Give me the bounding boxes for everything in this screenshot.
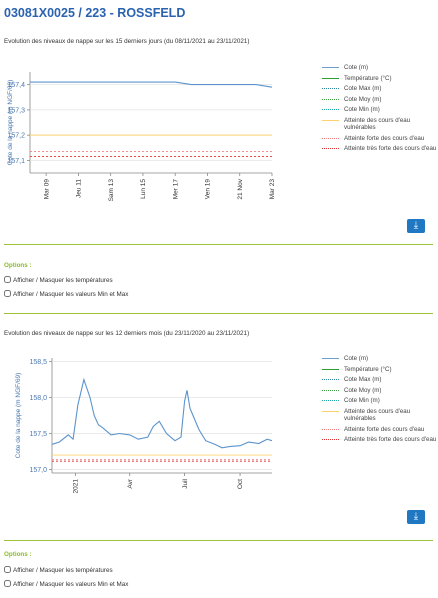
legend-label: Atteinte très forte des cours d'eau <box>344 145 437 153</box>
option-temperatures-1[interactable]: Afficher / Masquer les températures <box>4 276 113 284</box>
legend-label: Température (°C) <box>344 74 392 82</box>
series-line-cote <box>51 377 273 449</box>
y-tick-label: 158,5 <box>29 359 47 366</box>
legend-item[interactable]: Température (°C) <box>322 366 438 373</box>
y-axis-label: Cote de la nappe (m NGF/69) <box>15 373 22 459</box>
x-tick-label: Juil <box>182 478 189 488</box>
legend-swatch <box>322 368 339 370</box>
legend-swatch <box>322 148 339 150</box>
download-icon: ⤓ <box>413 220 419 231</box>
divider-3 <box>4 540 433 541</box>
chart-2-legend: Cote (m) Température (°C) Cote Max (m) Cote… <box>322 355 438 447</box>
legend-label: Cote Max (m) <box>344 376 382 384</box>
legend-label: Cote Min (m) <box>344 397 380 405</box>
legend-item[interactable]: Cote Min (m) <box>322 397 438 404</box>
y-tick-label: 157,0 <box>29 467 47 474</box>
y-tick-label: 157,3 <box>7 107 25 114</box>
legend-item[interactable]: Cote Moy (m) <box>322 96 438 103</box>
y-axis-label: Cote de la nappe (m NGF/69) <box>7 80 14 166</box>
options-title-1: Options : <box>4 262 32 269</box>
x-tick-label: 2021 <box>73 479 80 494</box>
legend-swatch <box>322 109 339 111</box>
legend-swatch <box>322 119 339 121</box>
download-icon: ⤓ <box>413 511 419 522</box>
chart-1-plot: 157,4 157,3 157,2 157,1 Mar 09 Jeu 11 Sam 13 Lu… <box>7 72 276 202</box>
legend-swatch <box>322 88 339 90</box>
x-tick-label: Mar 09 <box>43 179 50 200</box>
legend-label: Cote (m) <box>344 64 369 71</box>
legend-swatch <box>322 137 339 139</box>
legend-swatch <box>322 77 339 79</box>
legend-swatch <box>322 389 339 391</box>
chart-2-download-button[interactable]: ⤓ <box>407 510 425 524</box>
chart-1-title: Evolution des niveaux de nappe sur les 1… <box>4 38 250 45</box>
y-tick-label: 157,1 <box>7 158 25 165</box>
y-tick-label: 157,4 <box>7 82 25 89</box>
legend-item[interactable]: Cote Max (m) <box>322 85 438 92</box>
legend-label: Cote Min (m) <box>344 106 380 114</box>
x-tick-label: Mar 23 <box>269 179 276 200</box>
legend-label: Atteinte très forte des cours d'eau <box>344 436 437 444</box>
legend-item[interactable]: Cote (m) <box>322 64 438 71</box>
legend-label: Cote (m) <box>344 355 369 362</box>
y-tick-label: 158,0 <box>29 395 47 402</box>
chart-2-plot: 158,5 158,0 157,5 157,0 2021 Avr Juil Oct Cote d… <box>15 358 273 494</box>
x-tick-label: Lun 15 <box>140 179 147 199</box>
x-tick-label: 21 Nov <box>237 178 244 199</box>
option-minmax-1[interactable]: Afficher / Masquer les valeurs Min et Ma… <box>4 290 128 298</box>
chart-1-download-button[interactable]: ⤓ <box>407 219 425 233</box>
legend-swatch <box>322 439 339 441</box>
legend-swatch <box>322 410 339 412</box>
chart-1-legend: Cote (m) Température (°C) Cote Max (m) Cote… <box>322 64 438 156</box>
legend-label: Cote Moy (m) <box>344 386 382 394</box>
x-tick-label: Oct <box>237 479 244 489</box>
series-line-cote <box>30 81 273 88</box>
options-title-2: Options : <box>4 551 32 558</box>
legend-item[interactable]: Cote Min (m) <box>322 106 438 113</box>
x-tick-label: Sam 13 <box>108 179 115 202</box>
legend-item[interactable]: Cote Max (m) <box>322 376 438 383</box>
legend-label: Cote Moy (m) <box>344 95 382 103</box>
legend-label: Température (°C) <box>344 365 392 373</box>
legend-swatch <box>322 400 339 402</box>
legend-item[interactable]: Atteinte forte des cours d'eau <box>322 426 438 433</box>
legend-label: Atteinte des cours d'eau vulnérables <box>344 407 411 423</box>
legend-item[interactable]: Atteinte forte des cours d'eau <box>322 135 438 142</box>
x-tick-label: Mer 17 <box>172 179 179 200</box>
legend-item[interactable]: Atteinte très forte des cours d'eau <box>322 436 438 443</box>
legend-item[interactable]: Atteinte très forte des cours d'eau <box>322 145 438 152</box>
legend-label: Atteinte des cours d'eau vulnérables <box>344 116 411 132</box>
legend-swatch <box>322 428 339 430</box>
option-minmax-2[interactable]: Afficher / Masquer les valeurs Min et Ma… <box>4 580 128 588</box>
divider-1 <box>4 244 433 245</box>
minmax-checkbox[interactable] <box>4 290 11 297</box>
divider-2 <box>4 313 433 314</box>
x-tick-label: Jeu 11 <box>76 179 83 198</box>
legend-swatch <box>322 67 339 68</box>
option-temperatures-2[interactable]: Afficher / Masquer les températures <box>4 566 113 574</box>
chart-2-title: Evolution des niveaux de nappe sur les 1… <box>4 330 250 337</box>
legend-item[interactable]: Atteinte des cours d'eau vulnérables <box>322 117 438 131</box>
legend-label: Atteinte forte des cours d'eau <box>344 425 425 433</box>
legend-label: Cote Max (m) <box>344 85 382 93</box>
temperatures-checkbox[interactable] <box>4 566 11 573</box>
x-tick-label: Ven 19 <box>205 179 212 200</box>
legend-item[interactable]: Atteinte des cours d'eau vulnérables <box>322 408 438 422</box>
legend-label: Atteinte forte des cours d'eau <box>344 134 425 142</box>
y-tick-label: 157,2 <box>7 133 25 140</box>
legend-swatch <box>322 358 339 359</box>
legend-swatch <box>322 98 339 100</box>
legend-swatch <box>322 379 339 381</box>
x-tick-label: Avr <box>127 478 134 488</box>
legend-item[interactable]: Cote (m) <box>322 355 438 362</box>
page-title: 03081X0025 / 223 - ROSSFELD <box>4 6 186 20</box>
legend-item[interactable]: Cote Moy (m) <box>322 387 438 394</box>
temperatures-checkbox[interactable] <box>4 276 11 283</box>
minmax-checkbox[interactable] <box>4 580 11 587</box>
y-tick-label: 157,5 <box>29 431 47 438</box>
legend-item[interactable]: Température (°C) <box>322 75 438 82</box>
